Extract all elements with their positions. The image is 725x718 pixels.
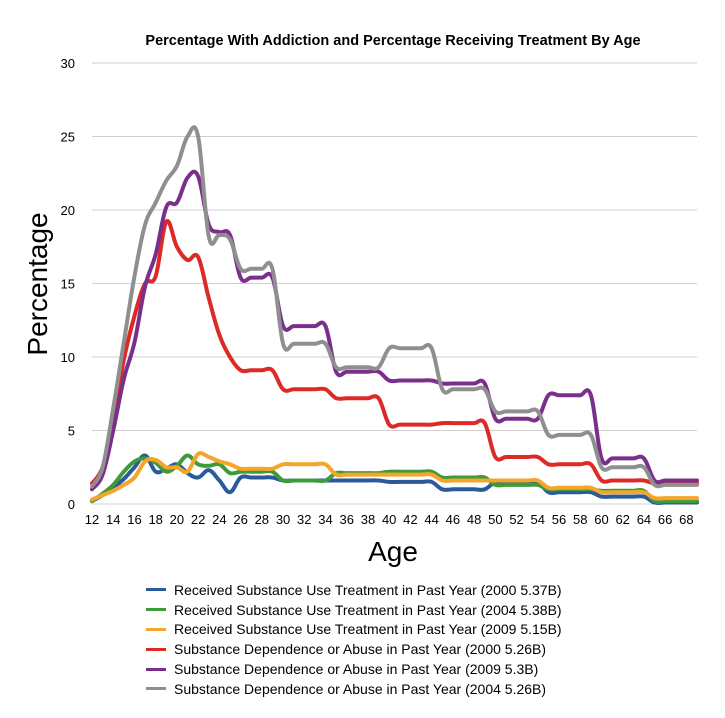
x-tick-label: 64 (637, 512, 651, 527)
legend-item: Received Substance Use Treatment in Past… (146, 620, 562, 640)
legend-label: Received Substance Use Treatment in Past… (174, 601, 562, 618)
y-tick-label: 15 (61, 277, 75, 292)
x-tick-label: 56 (552, 512, 566, 527)
chart-title: Percentage With Addiction and Percentage… (145, 33, 640, 49)
x-tick-label: 60 (594, 512, 608, 527)
series-line-5 (90, 169, 699, 492)
x-tick-label: 46 (446, 512, 460, 527)
x-tick-label: 24 (212, 512, 226, 527)
y-tick-label: 0 (68, 497, 75, 512)
x-tick-label: 54 (531, 512, 545, 527)
x-tick-label: 58 (573, 512, 587, 527)
series-line-6 (90, 125, 699, 489)
legend-label: Substance Dependence or Abuse in Past Ye… (174, 641, 547, 658)
legend: Received Substance Use Treatment in Past… (146, 580, 562, 699)
x-tick-label: 12 (85, 512, 99, 527)
x-tick-label: 42 (403, 512, 417, 527)
y-axis-ticks: 0 5 10 15 20 25 30 (61, 56, 75, 512)
x-tick-label: 34 (318, 512, 332, 527)
x-axis-ticks: 12 14 16 18 20 22 24 26 28 30 32 34 36 38 40 42 44 46 48 50… (85, 512, 694, 527)
legend-label: Received Substance Use Treatment in Past… (174, 581, 562, 598)
y-tick-label: 5 (68, 424, 75, 439)
legend-label: Substance Dependence or Abuse in Past Ye… (174, 680, 547, 697)
x-tick-label: 62 (615, 512, 629, 527)
legend-item: Substance Dependence or Abuse in Past Ye… (146, 679, 562, 699)
series-lines (90, 125, 699, 505)
x-tick-label: 48 (467, 512, 481, 527)
series-line-1 (90, 453, 699, 505)
series-line-3 (90, 451, 699, 502)
x-tick-label: 68 (679, 512, 693, 527)
x-axis-label: Age (368, 536, 418, 567)
x-tick-label: 22 (191, 512, 205, 527)
x-tick-label: 50 (488, 512, 502, 527)
x-tick-label: 38 (361, 512, 375, 527)
x-tick-label: 14 (106, 512, 120, 527)
legend-swatch (146, 647, 166, 651)
legend-swatch (146, 608, 166, 612)
y-tick-label: 30 (61, 56, 75, 71)
x-tick-label: 26 (233, 512, 247, 527)
legend-label: Received Substance Use Treatment in Past… (174, 621, 562, 638)
gridlines (92, 62, 697, 505)
y-tick-label: 20 (61, 203, 75, 218)
x-tick-label: 20 (170, 512, 184, 527)
legend-swatch (146, 687, 166, 691)
x-tick-label: 30 (276, 512, 290, 527)
x-tick-label: 16 (127, 512, 141, 527)
x-tick-label: 44 (424, 512, 438, 527)
x-tick-label: 36 (340, 512, 354, 527)
x-tick-label: 40 (382, 512, 396, 527)
x-tick-label: 18 (148, 512, 162, 527)
x-tick-label: 28 (255, 512, 269, 527)
legend-swatch (146, 588, 166, 592)
x-tick-label: 32 (297, 512, 311, 527)
x-tick-label: 52 (509, 512, 523, 527)
legend-item: Received Substance Use Treatment in Past… (146, 600, 562, 620)
y-tick-label: 25 (61, 130, 75, 145)
x-tick-label: 66 (658, 512, 672, 527)
legend-item: Substance Dependence or Abuse in Past Ye… (146, 659, 562, 679)
legend-swatch (146, 667, 166, 671)
legend-swatch (146, 627, 166, 631)
y-axis-label: Percentage (22, 212, 53, 355)
legend-item: Received Substance Use Treatment in Past… (146, 580, 562, 600)
series-line-4 (90, 219, 699, 486)
legend-item: Substance Dependence or Abuse in Past Ye… (146, 639, 562, 659)
y-tick-label: 10 (61, 350, 75, 365)
legend-label: Substance Dependence or Abuse in Past Ye… (174, 661, 539, 678)
